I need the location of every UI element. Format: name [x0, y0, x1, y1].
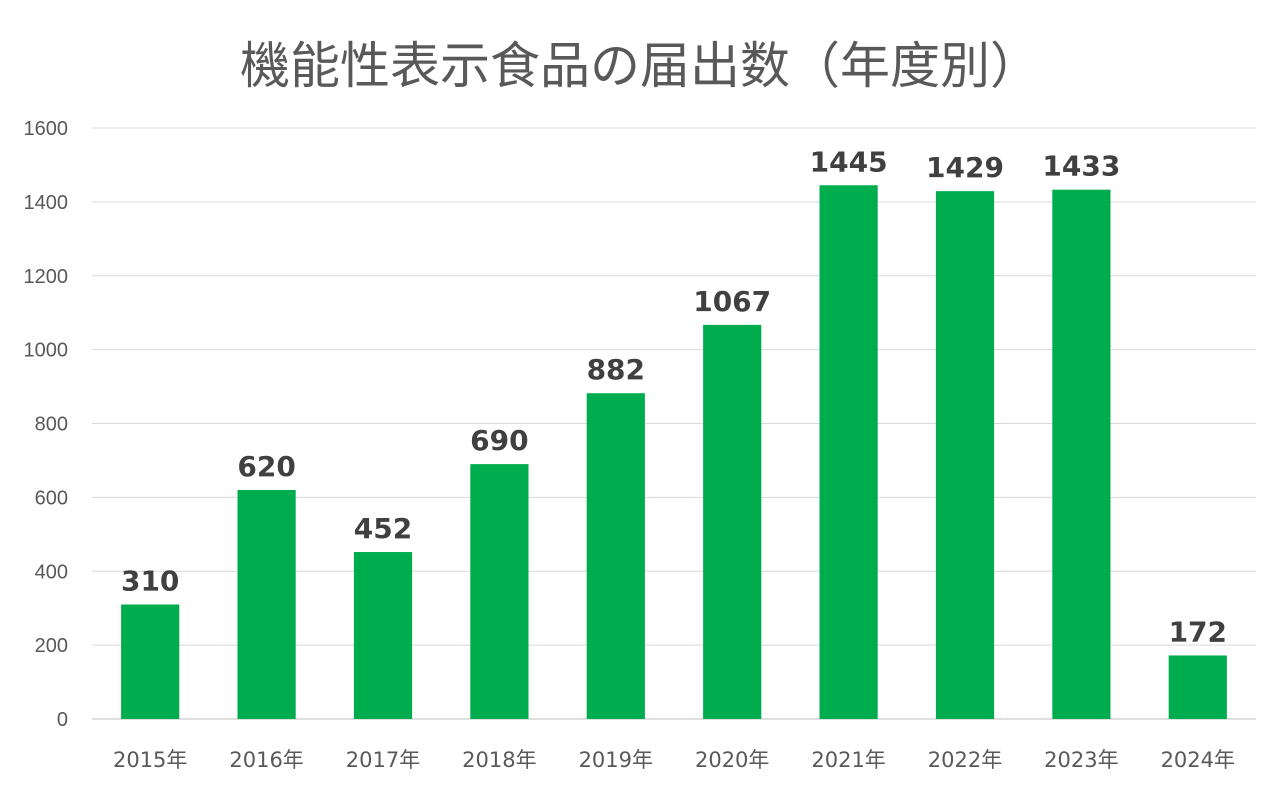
data-label: 452	[354, 512, 412, 545]
data-label: 310	[121, 564, 179, 597]
chart-title: 機能性表示食品の届出数（年度別）	[240, 37, 1040, 95]
x-tick-label: 2023年	[1044, 748, 1118, 772]
x-tick-label: 2024年	[1161, 748, 1235, 772]
x-axis: 2015年 2016年 2017年 2018年 2019年 2020年 2021年 2022年…	[113, 748, 1235, 772]
y-tick-label: 1000	[24, 340, 69, 362]
y-tick-label: 1400	[24, 192, 69, 214]
y-tick-label: 600	[35, 487, 68, 509]
x-tick-label: 2017年	[346, 748, 420, 772]
data-label: 1445	[810, 145, 888, 178]
data-label: 1429	[926, 151, 1004, 184]
y-tick-label: 1200	[24, 266, 69, 288]
data-labels: 310 620 452 690 882 1067 1445 1429 1433 172	[121, 145, 1227, 648]
data-label: 172	[1169, 615, 1227, 648]
bar	[586, 393, 645, 719]
x-tick-label: 2021年	[811, 748, 885, 772]
x-tick-label: 2015年	[113, 748, 187, 772]
data-label: 1433	[1042, 150, 1120, 183]
x-tick-label: 2022年	[928, 748, 1002, 772]
bar	[935, 191, 995, 719]
bar	[353, 552, 413, 719]
x-tick-label: 2016年	[229, 748, 303, 772]
y-tick-label: 1600	[24, 118, 69, 140]
bar	[819, 185, 878, 720]
bar	[1052, 189, 1111, 720]
data-label: 1067	[693, 285, 771, 318]
y-tick-label: 800	[35, 414, 68, 436]
x-tick-label: 2019年	[579, 748, 653, 772]
y-tick-label: 0	[57, 709, 68, 731]
y-axis: 0 200 400 600 800 1000 1200 1400 1600	[24, 118, 69, 731]
x-tick-label: 2020年	[695, 748, 769, 772]
y-tick-label: 200	[35, 635, 68, 657]
data-label: 690	[470, 424, 528, 457]
bar	[121, 604, 180, 719]
bars	[121, 185, 1227, 720]
bar	[1168, 655, 1227, 719]
bar	[470, 464, 529, 719]
x-tick-label: 2018年	[462, 748, 536, 772]
y-tick-label: 400	[35, 561, 68, 583]
data-label: 882	[587, 353, 645, 386]
bar	[237, 489, 296, 719]
data-label: 620	[237, 450, 295, 483]
bar	[703, 324, 762, 719]
